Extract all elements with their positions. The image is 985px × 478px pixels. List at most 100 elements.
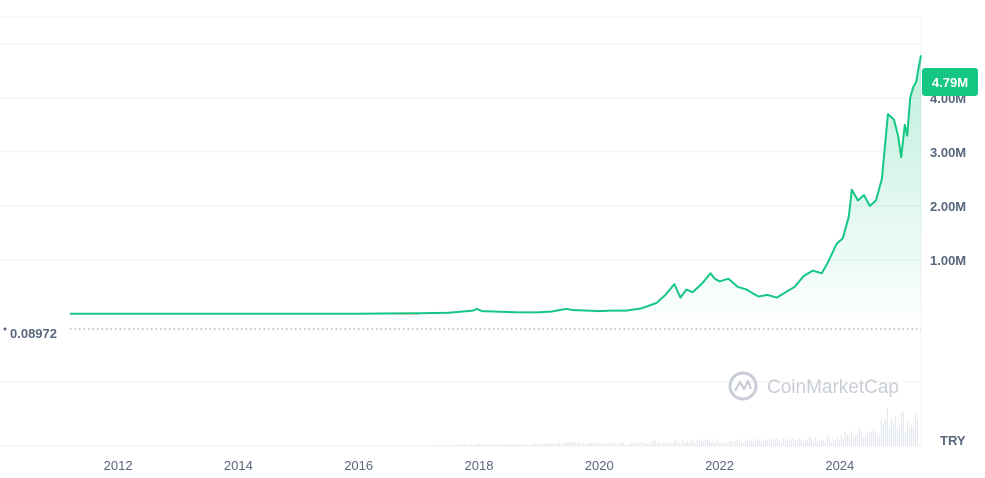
volume-bar [622, 442, 625, 446]
volume-bar [694, 443, 697, 446]
volume-bar [868, 434, 871, 446]
volume-bar [770, 440, 773, 446]
volume-bar [540, 444, 543, 446]
volume-bar [738, 441, 741, 446]
volume-bar [674, 439, 677, 446]
volume-bar [632, 442, 635, 446]
volume-bar [842, 438, 845, 446]
volume-bar [534, 443, 537, 446]
volume-bar [656, 443, 659, 446]
volume-bar [448, 445, 451, 446]
y-tick-label: 1.00M [930, 253, 966, 268]
volume-bar [864, 436, 867, 446]
volume-bar [616, 443, 619, 446]
volume-bar [772, 438, 775, 446]
volume-bar [724, 442, 727, 446]
y-tick-label: 3.00M [930, 145, 966, 160]
volume-bar [446, 444, 449, 446]
volume-bar [912, 426, 915, 446]
volume-bar [836, 436, 839, 446]
volume-bar [872, 429, 875, 446]
volume-bar [806, 439, 809, 446]
volume-bar [422, 445, 425, 446]
volume-bar [648, 443, 651, 446]
volume-bar [514, 444, 517, 446]
volume-bar [472, 444, 475, 446]
volume-bar [854, 435, 857, 446]
volume-bar [438, 445, 441, 446]
x-tick-label: 2018 [465, 458, 494, 473]
volume-bar [456, 444, 459, 446]
volume-bar [654, 440, 657, 446]
volume-bar [886, 408, 889, 446]
volume-bar [512, 444, 515, 446]
volume-bar [816, 441, 819, 446]
volume-bar [466, 444, 469, 446]
volume-bar [598, 444, 601, 446]
volume-bar [690, 440, 693, 446]
volume-bar [492, 444, 495, 446]
x-tick-label: 2016 [344, 458, 373, 473]
volume-bar [888, 427, 891, 446]
volume-bar [902, 411, 905, 446]
volume-bar [488, 444, 491, 446]
volume-bar [558, 442, 561, 446]
volume-bar [502, 445, 505, 446]
volume-bar [666, 443, 669, 446]
price-series [70, 55, 922, 315]
volume-bar [608, 442, 611, 446]
volume-bar [476, 444, 479, 446]
volume-bar [776, 438, 779, 446]
volume-bar [848, 436, 851, 446]
volume-bar [582, 443, 585, 446]
volume-bar [506, 444, 509, 446]
volume-bar [510, 444, 513, 446]
volume-bar [894, 416, 897, 446]
volume-bar [508, 443, 511, 446]
volume-bar [480, 444, 483, 446]
volume-bar [780, 442, 783, 446]
volume-bar [496, 443, 499, 446]
volume-bar [740, 441, 743, 446]
volume-bar [822, 440, 825, 446]
watermark: CoinMarketCap [728, 371, 899, 401]
volume-bar [900, 412, 903, 446]
volume-bar [758, 439, 761, 446]
volume-bar [560, 444, 563, 446]
volume-bar [906, 422, 909, 446]
volume-bar [468, 444, 471, 446]
volume-bar [518, 443, 521, 446]
volume-bar [450, 444, 453, 446]
volume-bar [712, 441, 715, 446]
volume-bar [424, 445, 427, 446]
volume-bar [718, 443, 721, 446]
volume-bar [810, 438, 813, 446]
volume-bar [676, 442, 679, 446]
volume-bar [726, 443, 729, 446]
volume-bar [784, 439, 787, 446]
volume-bar [650, 441, 653, 446]
volume-bar [440, 444, 443, 446]
volume-bar [526, 444, 529, 446]
volume-bar [580, 444, 583, 446]
volume-bar [846, 434, 849, 446]
volume-bar [548, 443, 551, 446]
x-axis: 2012 2014 2016 2018 2020 2022 2024 [104, 458, 855, 473]
volume-bar [432, 444, 435, 446]
current-price-marker: 4.79M [922, 68, 978, 96]
volume-bar [624, 444, 627, 446]
volume-bar [798, 437, 801, 446]
volume-bar [684, 442, 687, 446]
x-tick-label: 2012 [104, 458, 133, 473]
volume-bar [418, 445, 421, 446]
volume-bar [484, 443, 487, 446]
volume-bar [478, 443, 481, 446]
volume-bar [564, 442, 567, 446]
volume-bar [604, 443, 607, 446]
volume-bar [494, 444, 497, 446]
x-tick-label: 2022 [705, 458, 734, 473]
start-price-dot [3, 327, 7, 331]
volume-bar [602, 443, 605, 446]
